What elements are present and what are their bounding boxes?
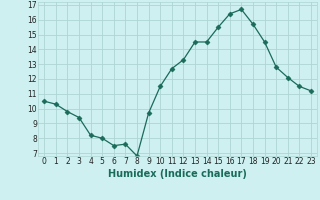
X-axis label: Humidex (Indice chaleur): Humidex (Indice chaleur) — [108, 169, 247, 179]
